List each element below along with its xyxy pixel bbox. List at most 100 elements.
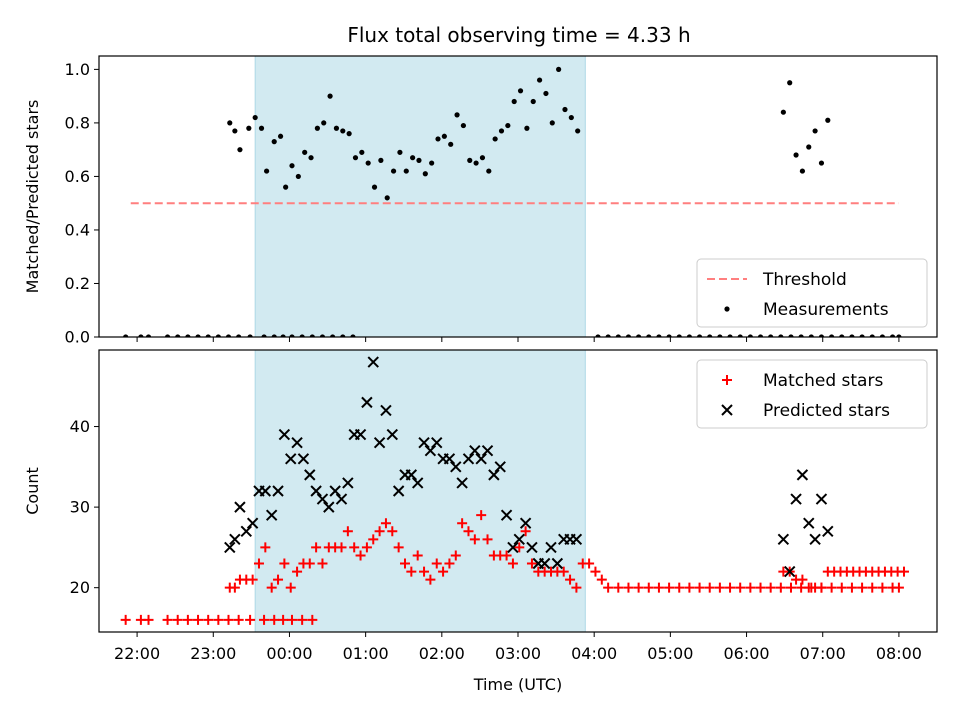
measurement-point: [448, 141, 454, 147]
measurement-point: [839, 334, 845, 337]
predicted-point: [405, 469, 418, 481]
matched-point: [664, 582, 675, 593]
matched-point: [393, 542, 404, 553]
matched-point: [694, 582, 705, 593]
x-axis-label: Time (UTC): [473, 675, 562, 694]
predicted-point: [380, 404, 392, 417]
measurement-point: [321, 120, 327, 126]
measurement-point: [889, 334, 896, 337]
measurement-point: [498, 128, 505, 134]
predicted-point: [285, 453, 297, 465]
x-tick-label: 02:00: [419, 644, 465, 663]
matched-point: [229, 582, 240, 593]
predicted-point: [373, 436, 386, 449]
matched-point: [292, 566, 303, 577]
measurement-point: [333, 125, 340, 131]
matched-point: [867, 582, 878, 593]
measurement-point: [869, 334, 875, 337]
matched-point: [775, 582, 786, 593]
matched-point: [182, 614, 193, 625]
matched-point: [193, 614, 204, 625]
measurement-point: [505, 122, 511, 129]
measurement-point: [646, 334, 652, 337]
predicted-point: [392, 485, 405, 497]
matched-point: [355, 550, 366, 561]
matched-point: [419, 566, 430, 577]
measurement-point: [390, 168, 397, 174]
measurement-point: [283, 184, 289, 190]
matched-point: [317, 558, 328, 569]
predicted-point: [304, 469, 316, 481]
measurement-point: [473, 160, 479, 166]
matched-point: [755, 582, 766, 593]
matched-point: [233, 614, 244, 625]
measurement-point: [818, 160, 825, 166]
measurement-point: [479, 155, 486, 161]
matched-point: [846, 582, 857, 593]
matched-point: [286, 614, 297, 625]
matched-point: [857, 582, 868, 593]
x-tick-label: 03:00: [495, 644, 541, 663]
measurement-point: [397, 149, 403, 155]
y-tick-label: 0.4: [65, 220, 90, 239]
predicted-point: [796, 469, 809, 481]
predicted-point: [278, 428, 291, 441]
measurement-point: [686, 334, 693, 337]
predicted-point: [246, 517, 259, 529]
matched-point: [450, 550, 461, 561]
matched-point: [596, 574, 607, 585]
measurement-point: [429, 160, 435, 166]
matched-point: [898, 566, 909, 577]
measurement-point: [778, 334, 784, 337]
measurement-point: [727, 334, 733, 337]
measurement-point: [295, 173, 301, 180]
predicted-point: [545, 541, 557, 554]
matched-point: [877, 582, 888, 593]
predicted-point: [259, 485, 272, 497]
matched-point: [247, 574, 258, 585]
measurement-point: [289, 163, 295, 169]
predicted-point: [224, 541, 236, 554]
x-tick-label: 05:00: [647, 644, 693, 663]
measurement-point: [175, 334, 181, 337]
measurement-point: [441, 133, 447, 139]
predicted-point: [500, 509, 513, 521]
matched-point: [438, 566, 449, 577]
measurement-point: [737, 334, 743, 337]
matched-point: [501, 550, 512, 561]
matched-point: [674, 582, 685, 593]
matched-point: [482, 534, 493, 545]
predicted-point: [323, 501, 335, 513]
measurement-point: [271, 334, 277, 337]
matched-point: [633, 582, 644, 593]
legend-box: [696, 258, 928, 328]
matched-point: [457, 518, 468, 529]
predicted-point: [507, 541, 519, 554]
x-tick-label: 06:00: [723, 644, 769, 663]
bottom-panel: 20 30 40 22:00 23:00 00:00 01:00 02:00 03:00 04:0…: [23, 349, 938, 694]
predicted-point: [443, 453, 456, 465]
measurement-point: [806, 144, 812, 150]
predicted-point: [513, 533, 525, 546]
measurement-point: [460, 122, 467, 129]
matched-point: [584, 558, 595, 569]
matched-point: [297, 614, 308, 625]
measurement-point: [435, 136, 441, 142]
measurement-point: [261, 334, 267, 337]
matched-point: [816, 582, 827, 593]
legend-label: Matched stars: [763, 371, 883, 391]
matched-point: [704, 582, 715, 593]
measurement-point: [543, 90, 549, 97]
matched-point: [266, 582, 277, 593]
matched-point: [399, 558, 410, 569]
matched-point: [213, 614, 224, 625]
measurement-point: [403, 168, 409, 174]
measurement-point: [246, 125, 252, 131]
matched-point: [203, 614, 214, 625]
legend-measurement-marker: [724, 306, 730, 312]
y-tick-label: 20: [70, 578, 90, 597]
measurement-point: [145, 334, 152, 337]
matched-point: [120, 614, 131, 625]
measurement-point: [757, 334, 764, 337]
